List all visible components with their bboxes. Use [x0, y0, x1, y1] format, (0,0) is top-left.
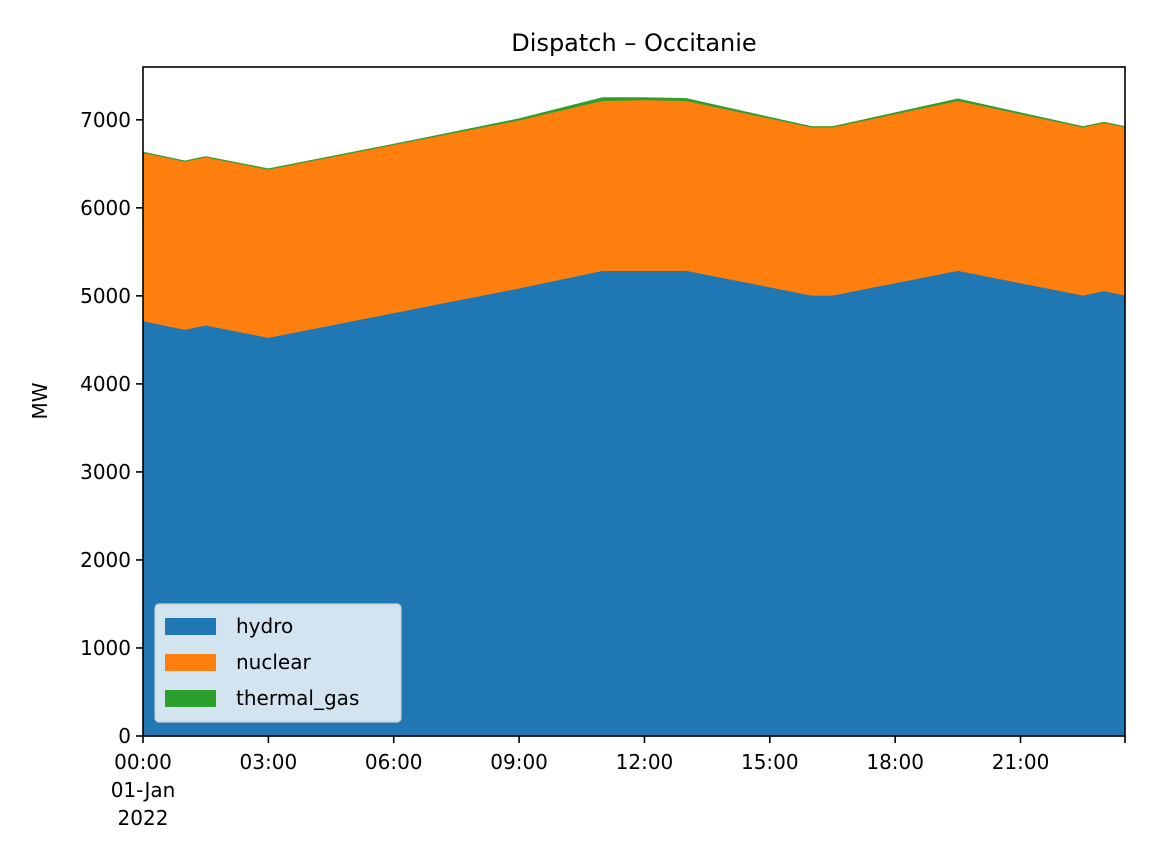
x-axis-ticks: 00:00 01-Jan 2022 03:00 06:00 09:00 12:00 15:00…: [111, 736, 1126, 830]
y-tick-label: 3000: [80, 460, 131, 484]
x-tick-label: 06:00: [365, 750, 423, 774]
x-tick-label: 18:00: [866, 750, 924, 774]
legend-label-hydro: hydro: [236, 614, 293, 638]
y-tick-label: 6000: [80, 196, 131, 220]
y-tick-label: 5000: [80, 284, 131, 308]
x-tick-label: 2022: [118, 806, 169, 830]
y-axis-ticks: 0 1000 2000 3000 4000 5000 6000 7000: [80, 108, 143, 748]
x-tick-label: 21:00: [992, 750, 1050, 774]
legend-swatch-nuclear: [165, 654, 216, 671]
y-axis-label: MW: [28, 382, 52, 419]
y-tick-label: 0: [118, 724, 131, 748]
y-tick-label: 4000: [80, 372, 131, 396]
legend-label-thermal-gas: thermal_gas: [236, 686, 359, 710]
legend-swatch-thermal-gas: [165, 690, 216, 707]
y-tick-label: 1000: [80, 636, 131, 660]
chart-title: Dispatch – Occitanie: [511, 29, 756, 57]
x-tick-label: 03:00: [240, 750, 298, 774]
x-tick-label: 12:00: [616, 750, 674, 774]
legend: hydro nuclear thermal_gas: [154, 603, 402, 723]
legend-label-nuclear: nuclear: [236, 650, 311, 674]
x-tick-label: 15:00: [741, 750, 799, 774]
legend-swatch-hydro: [165, 618, 216, 635]
plot-frame: [142, 66, 1126, 737]
y-tick-label: 2000: [80, 548, 131, 572]
legend-box: [154, 603, 402, 723]
x-tick-label: 09:00: [490, 750, 548, 774]
x-tick-label: 00:00: [114, 750, 172, 774]
y-tick-label: 7000: [80, 108, 131, 132]
x-tick-label: 01-Jan: [111, 778, 176, 802]
